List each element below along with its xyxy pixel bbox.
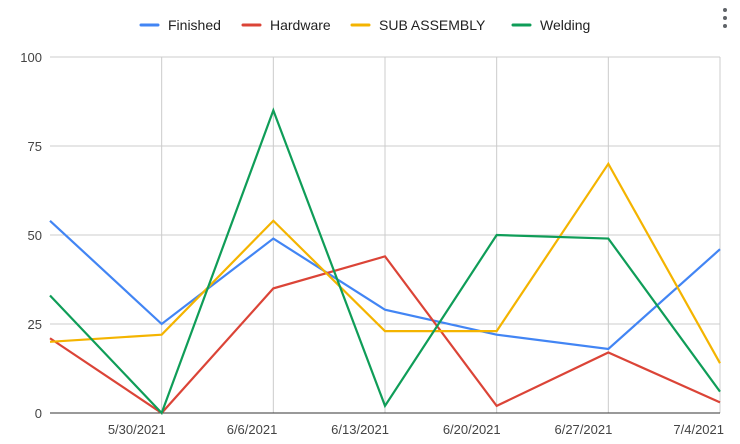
legend-label[interactable]: SUB ASSEMBLY [379, 17, 486, 33]
y-tick-label: 25 [28, 317, 42, 332]
legend-label[interactable]: Hardware [270, 17, 331, 33]
y-axis: 0 25 50 75 100 [20, 50, 42, 421]
more-vert-icon[interactable] [723, 8, 727, 28]
x-axis: 5/30/2021 6/6/2021 6/13/2021 6/20/2021 6/27/… [108, 422, 724, 437]
y-tick-label: 50 [28, 228, 42, 243]
y-tick-label: 100 [20, 50, 42, 65]
x-tick-label: 5/30/2021 [108, 422, 166, 437]
x-tick-label: 6/27/2021 [554, 422, 612, 437]
series-line-welding[interactable] [49, 107, 721, 416]
grid [50, 56, 721, 413]
series-line-finished[interactable] [49, 219, 721, 351]
x-tick-label: 6/20/2021 [443, 422, 501, 437]
x-tick-label: 6/6/2021 [227, 422, 278, 437]
x-tick-label: 7/4/2021 [673, 422, 724, 437]
legend-label[interactable]: Finished [168, 17, 221, 33]
x-tick-label: 6/13/2021 [331, 422, 389, 437]
y-tick-label: 75 [28, 139, 42, 154]
series-line-sub-assembly[interactable] [49, 161, 721, 364]
y-tick-label: 0 [35, 406, 42, 421]
legend: Finished Hardware SUB ASSEMBLY Welding [139, 17, 590, 33]
series-lines [49, 107, 721, 416]
legend-label[interactable]: Welding [540, 17, 590, 33]
